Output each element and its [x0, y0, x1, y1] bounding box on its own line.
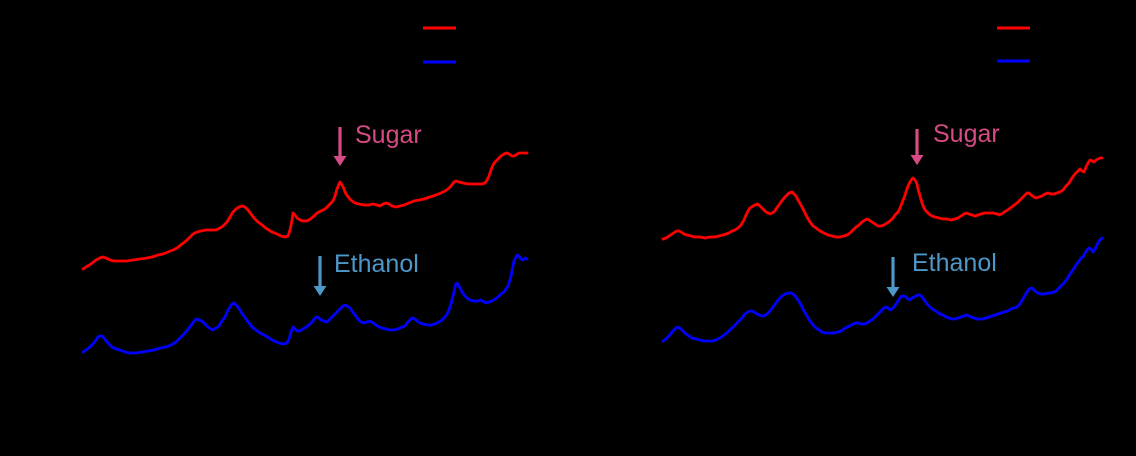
ethanol-annotation-label: Ethanol: [334, 250, 419, 278]
blue-spectrum-curve: [81, 253, 529, 355]
red-spectrum-curve: [661, 156, 1104, 241]
sugar-annotation-label: Sugar: [933, 120, 1000, 148]
panel-right: Sugar Ethanol: [661, 26, 1104, 343]
ethanol-annotation-label: Ethanol: [912, 249, 997, 277]
ethanol-arrowhead-icon: [886, 287, 900, 297]
ethanol-arrowhead-icon: [313, 286, 327, 296]
blue-spectrum-curve: [661, 236, 1104, 343]
sugar-arrowhead-icon: [910, 155, 924, 165]
sugar-arrowhead-icon: [333, 156, 347, 166]
red-spectrum-curve: [81, 151, 529, 271]
panel-left: Sugar Ethanol: [81, 26, 529, 355]
sugar-annotation-label: Sugar: [355, 121, 422, 149]
